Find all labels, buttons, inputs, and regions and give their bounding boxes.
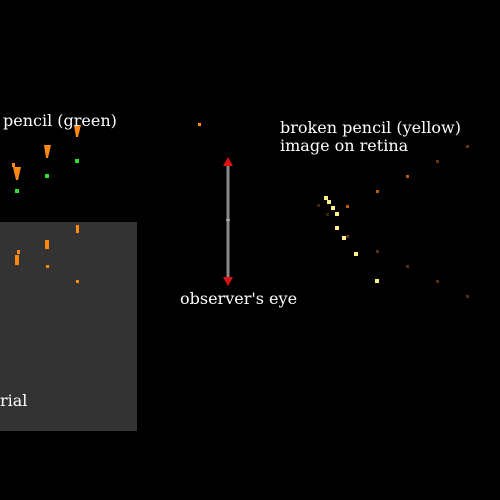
ray-dot: [317, 204, 320, 207]
arrow-down-head: [223, 277, 233, 286]
ray-marker: [12, 163, 15, 167]
retina-ray-dots: [317, 145, 469, 298]
material-panel: [0, 222, 137, 431]
ray-marker: [46, 265, 49, 268]
pencil-green-points: [15, 159, 79, 193]
ray-dot: [466, 295, 469, 298]
broken-pencil-point: [324, 196, 328, 200]
pencil-label: pencil (green): [3, 111, 117, 130]
ray-dot: [466, 145, 469, 148]
broken-pencil-point: [375, 279, 379, 283]
ray-dot: [406, 265, 409, 268]
pencil-point: [75, 159, 79, 163]
ray-dot: [346, 235, 349, 238]
ray-marker: [76, 280, 79, 283]
broken-pencil-point: [335, 212, 339, 216]
ray-marker: [15, 255, 19, 265]
observer-eye-arrow: [223, 157, 233, 286]
ray-dot: [406, 175, 409, 178]
orange-ray-markers: [12, 123, 201, 283]
broken-pencil-yellow-points: [324, 196, 379, 283]
broken-pencil-point: [331, 206, 335, 210]
material-label: rial: [0, 391, 28, 410]
ray-dot: [326, 213, 329, 216]
ray-marker: [44, 145, 51, 158]
pencil-point: [45, 174, 49, 178]
pencil-point: [15, 189, 19, 193]
broken-pencil-point: [335, 226, 339, 230]
ray-dot: [376, 250, 379, 253]
eye-label: observer's eye: [180, 289, 298, 308]
broken-pencil-point: [342, 236, 346, 240]
ray-marker: [76, 225, 79, 233]
retina-label: image on retina: [280, 136, 409, 155]
broken-pencil-label: broken pencil (yellow): [280, 118, 461, 137]
ray-marker: [198, 123, 201, 126]
ray-marker: [74, 125, 81, 137]
broken-pencil-point: [327, 200, 331, 204]
ray-dot: [376, 190, 379, 193]
ray-marker: [45, 240, 49, 249]
broken-pencil-point: [354, 252, 358, 256]
ray-dot: [346, 205, 349, 208]
ray-marker: [13, 167, 21, 180]
ray-marker: [17, 250, 20, 254]
ray-dot: [436, 160, 439, 163]
arrow-up-head: [223, 157, 233, 166]
ray-dot: [436, 280, 439, 283]
